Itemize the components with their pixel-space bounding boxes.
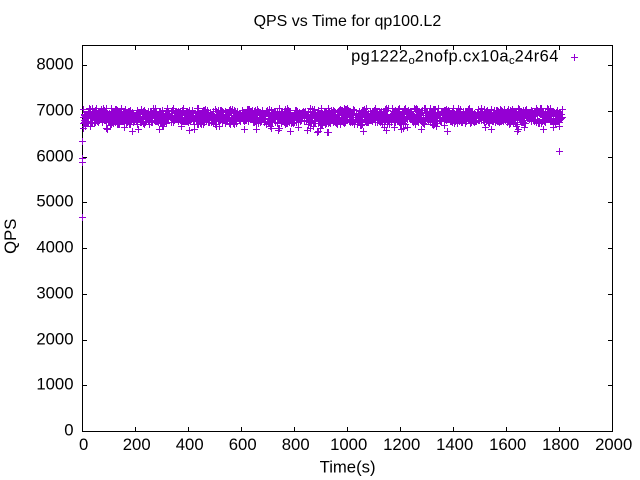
svg-text:4000: 4000: [36, 237, 73, 256]
svg-text:1000: 1000: [36, 374, 73, 393]
svg-text:200: 200: [123, 435, 151, 454]
svg-text:1400: 1400: [436, 435, 473, 454]
svg-text:6000: 6000: [36, 146, 73, 165]
svg-text:0: 0: [79, 435, 88, 454]
svg-text:400: 400: [176, 435, 204, 454]
svg-text:1800: 1800: [542, 435, 579, 454]
svg-text:8000: 8000: [36, 54, 73, 73]
svg-text:2000: 2000: [36, 329, 73, 348]
svg-text:QPS: QPS: [1, 219, 20, 254]
svg-text:5000: 5000: [36, 191, 73, 210]
svg-text:600: 600: [229, 435, 257, 454]
svg-text:pg1222o2nofp.cx10ac24r64: pg1222o2nofp.cx10ac24r64: [351, 47, 559, 67]
svg-text:1600: 1600: [489, 435, 526, 454]
svg-text:QPS vs Time for qp100.L2: QPS vs Time for qp100.L2: [254, 13, 442, 30]
svg-text:2000: 2000: [595, 435, 632, 454]
svg-text:800: 800: [282, 435, 310, 454]
svg-text:7000: 7000: [36, 100, 73, 119]
svg-text:0: 0: [64, 420, 73, 439]
svg-text:1200: 1200: [383, 435, 420, 454]
svg-text:3000: 3000: [36, 283, 73, 302]
svg-text:Time(s): Time(s): [320, 457, 376, 476]
svg-text:1000: 1000: [330, 435, 367, 454]
